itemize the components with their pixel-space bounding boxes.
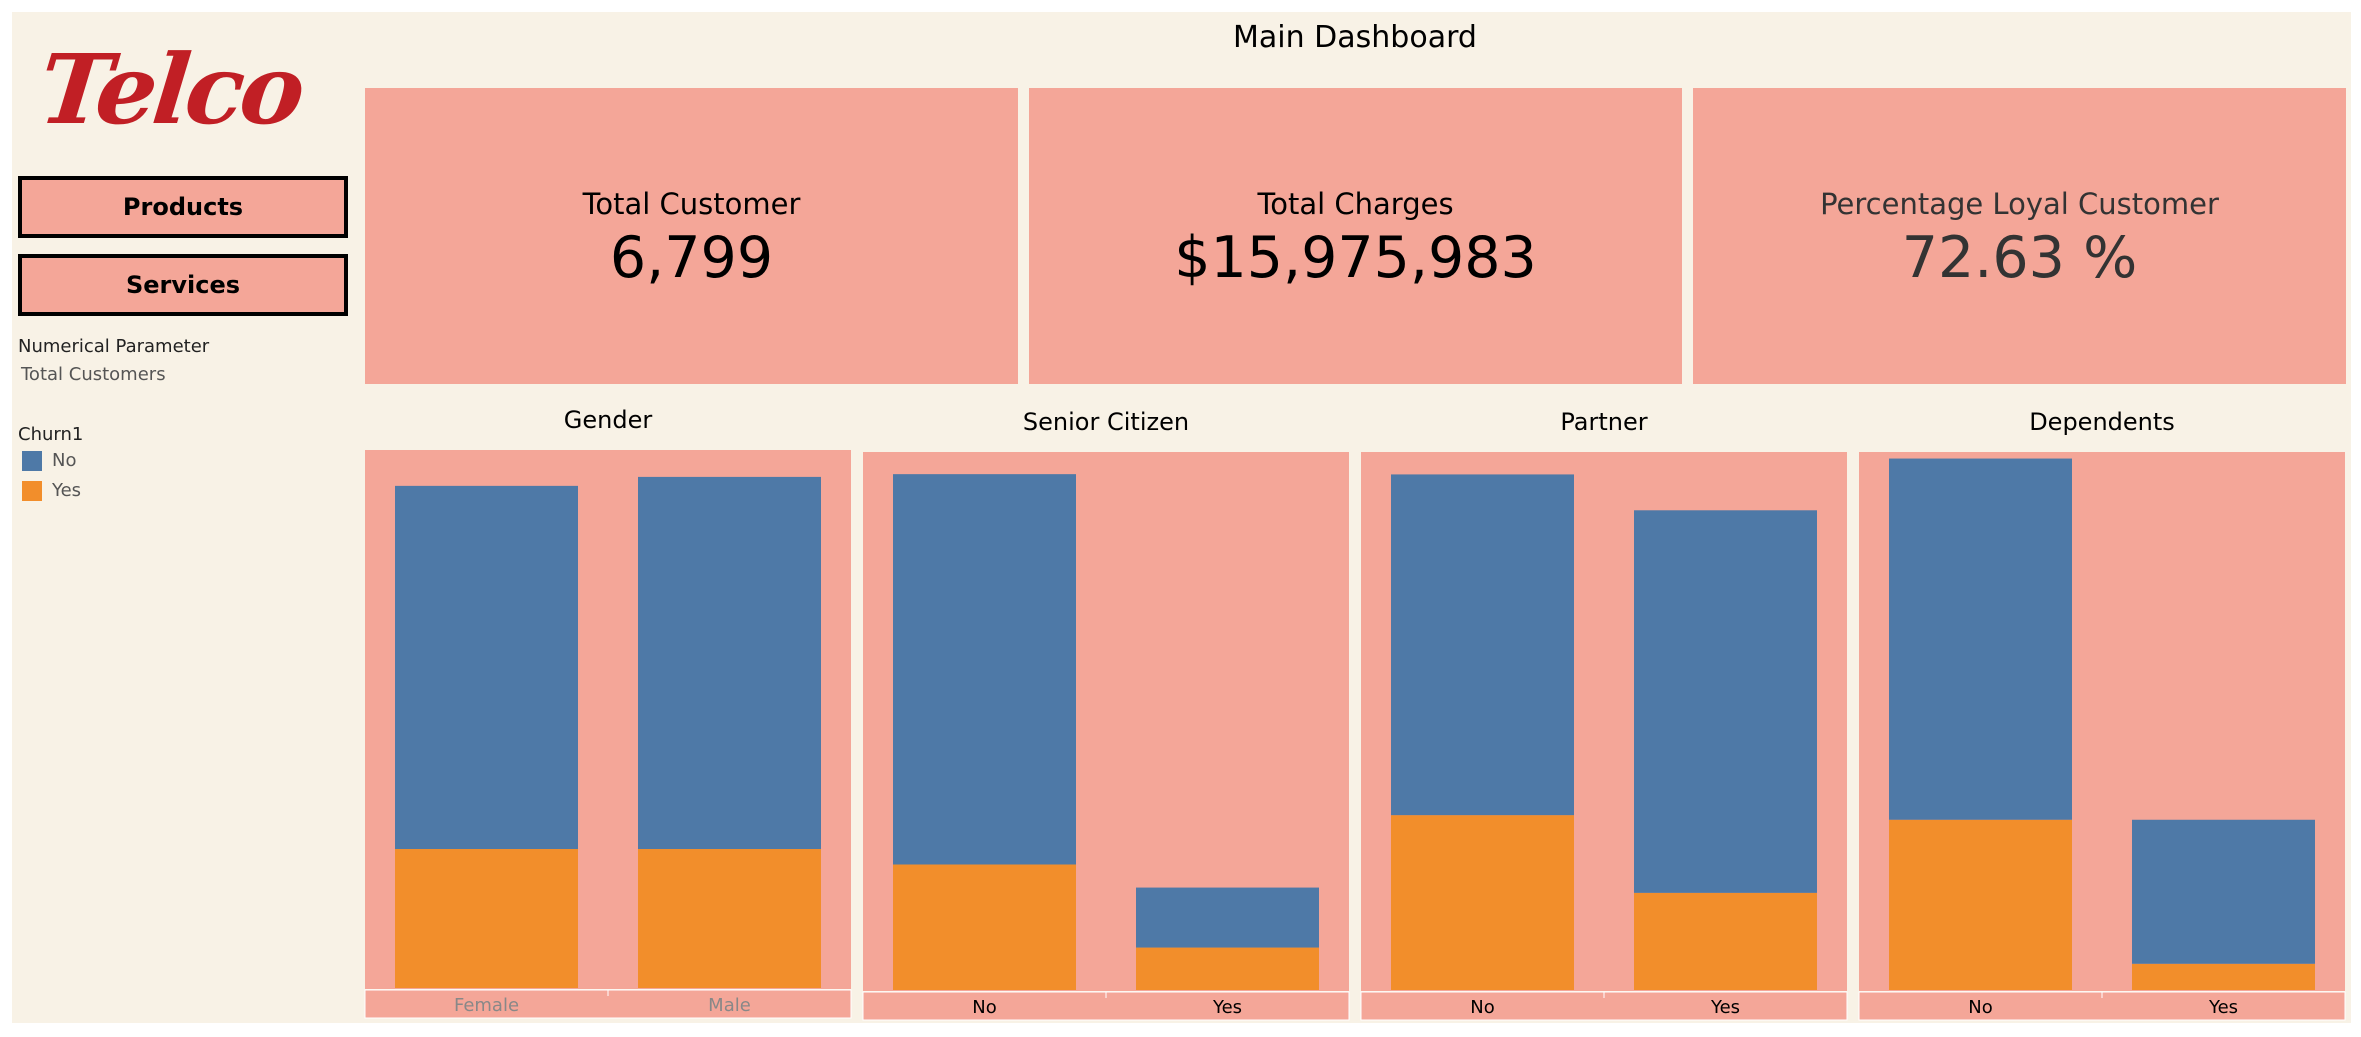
kpi-value: 72.63 % [1901,225,2138,291]
x-tick-label: Female [454,995,519,1016]
bar-senior-citizen-yes-no[interactable] [1136,887,1319,948]
x-tick-label: No [1470,997,1494,1018]
legend-item-no[interactable]: No [22,450,76,471]
bar-gender-male-no[interactable] [638,476,821,850]
legend-label-no: No [52,450,77,471]
legend-item-yes[interactable]: Yes [22,480,81,501]
x-tick-label: No [972,997,996,1018]
chart-title-gender: Gender [563,406,653,434]
kpi-value: 6,799 [609,225,774,291]
kpi-value: $15,975,983 [1174,225,1537,291]
bar-gender-female-no[interactable] [395,485,578,850]
kpi-label: Total Charges [1257,187,1454,221]
bar-senior-citizen-no-no[interactable] [893,474,1076,865]
x-tick-label: Yes [1212,997,1242,1018]
bar-gender-female-yes[interactable] [395,849,578,988]
dashboard-title: Main Dashboard [1233,20,1477,55]
kpi-card-total-customer[interactable]: Total Customer 6,799 [365,88,1018,384]
kpi-label: Percentage Loyal Customer [1820,187,2219,221]
bar-dependents-yes-no[interactable] [2132,819,2315,964]
kpi-card-total-charges[interactable]: Total Charges $15,975,983 [1029,88,1682,384]
bar-gender-male-yes[interactable] [638,849,821,988]
bar-partner-no-no[interactable] [1391,474,1574,816]
products-button[interactable]: Products [18,176,348,238]
bar-partner-yes-yes[interactable] [1634,892,1817,990]
legend-title: Churn1 [18,424,84,445]
services-button[interactable]: Services [18,254,348,316]
parameter-value[interactable]: Total Customers [21,364,166,385]
bar-partner-no-yes[interactable] [1391,815,1574,990]
parameter-label: Numerical Parameter [18,336,210,357]
bar-dependents-no-yes[interactable] [1889,819,2072,990]
kpi-label: Total Customer [582,187,801,221]
bar-dependents-no-no[interactable] [1889,458,2072,820]
legend-swatch-yes [22,480,42,501]
chart-title-partner: Partner [1560,408,1648,436]
x-tick-label: Yes [2208,997,2238,1018]
x-tick-label: No [1968,997,1992,1018]
x-tick-label: Yes [1710,997,1740,1018]
chart-title-senior-citizen: Senior Citizen [1022,408,1190,436]
bar-dependents-yes-yes[interactable] [2132,963,2315,990]
kpi-card-loyal-percentage[interactable]: Percentage Loyal Customer 72.63 % [1693,88,2346,384]
legend-label-yes: Yes [52,480,82,501]
bar-senior-citizen-no-yes[interactable] [893,864,1076,990]
chart-title-dependents: Dependents [2029,408,2175,436]
bar-senior-citizen-yes-yes[interactable] [1136,947,1319,990]
bar-partner-yes-no[interactable] [1634,510,1817,893]
legend-swatch-no [22,450,42,471]
x-tick-label: Male [708,995,751,1016]
